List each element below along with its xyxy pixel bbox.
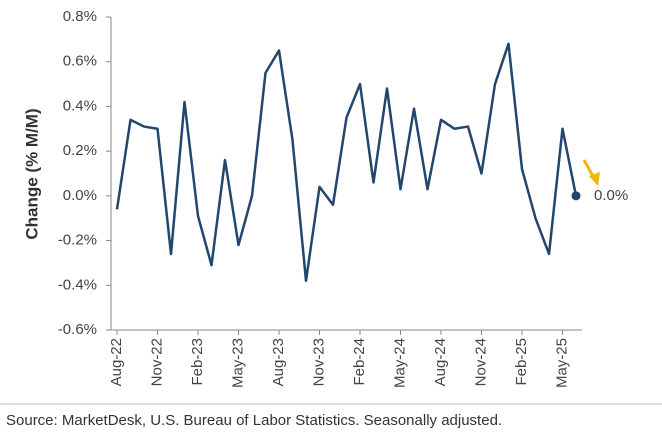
x-tick-label: May-25 — [553, 338, 570, 388]
x-tick-label: May-24 — [391, 338, 408, 388]
x-tick-label: Nov-23 — [310, 338, 327, 386]
y-tick-label: -0.6% — [58, 321, 97, 338]
y-tick-label: 0.8% — [63, 8, 97, 25]
y-tick-label: 0.6% — [63, 53, 97, 70]
x-tick-label: May-23 — [229, 338, 246, 388]
x-tick-label: Aug-23 — [270, 338, 287, 386]
y-tick-label: -0.2% — [58, 232, 97, 249]
y-tick-label: -0.4% — [58, 276, 97, 293]
x-tick-label: Aug-24 — [432, 338, 449, 386]
annotation: 0.0% — [594, 187, 628, 204]
arrow-head — [589, 172, 600, 186]
x-tick-label: Feb-24 — [351, 338, 368, 386]
series-line — [115, 42, 578, 283]
x-tick-label: Feb-23 — [189, 338, 206, 386]
last-point — [571, 191, 581, 201]
x-tick-label: Nov-24 — [472, 338, 489, 386]
x-tick-label: Nov-22 — [148, 338, 165, 386]
x-tick-label: Aug-22 — [108, 338, 125, 386]
y-axis-title: Change (% M/M) — [22, 108, 41, 239]
x-tick-label: Feb-25 — [513, 338, 530, 386]
y-tick-label: 0.2% — [63, 142, 97, 159]
y-tick-label: 0.0% — [63, 187, 97, 204]
y-tick-label: 0.4% — [63, 97, 97, 114]
source: Source: MarketDesk, U.S. Bureau of Labor… — [6, 412, 502, 429]
